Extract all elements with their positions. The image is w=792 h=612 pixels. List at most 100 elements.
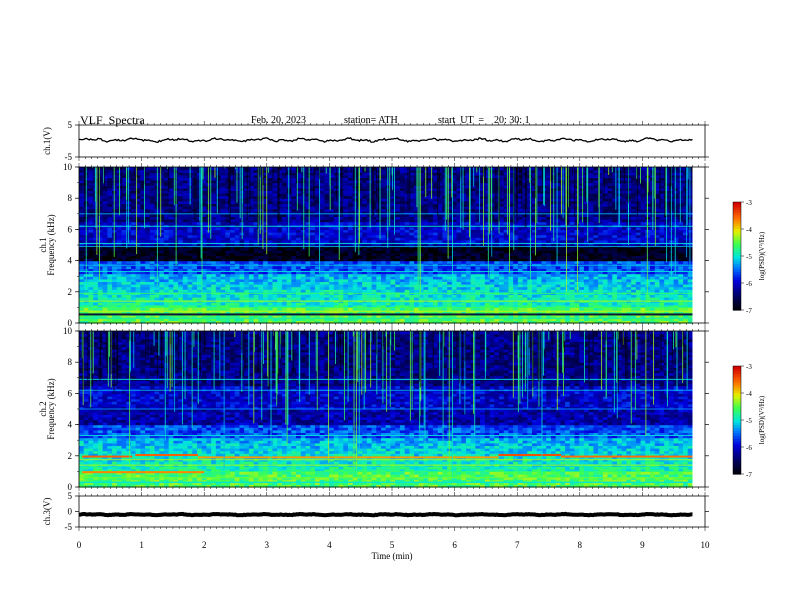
ch2-spectrogram-dark-streak: [339, 331, 341, 372]
ch2-spectrogram-band-line: [79, 470, 693, 472]
ch2_spectrogram-colorbar-cell: [733, 465, 741, 470]
ch1_waveform-ytick-label: -5: [65, 152, 73, 162]
ch1-spectrogram-sferic: [654, 167, 656, 199]
ch2_spectrogram-colorbar-cell: [733, 447, 741, 451]
ch2-spectrogram-sferic: [358, 331, 360, 450]
ch2-spectrogram-dark-streak: [406, 331, 409, 333]
ch1-spectrogram-dark-streak: [136, 167, 138, 178]
ch1-spectrogram-dark-streak: [463, 167, 465, 185]
ch3_waveform-ytick-label: 5: [68, 491, 73, 501]
ch2-spectrogram-sferic: [335, 331, 336, 365]
ch2-spectrogram-sferic: [267, 331, 269, 377]
ch2_spectrogram-colorbar-cell: [733, 382, 741, 386]
ch1-spectrogram-dark-streak: [426, 167, 428, 184]
ch1-spectrogram-sferic: [618, 167, 620, 228]
ch1_spectrogram-colorbar-cell: [733, 280, 741, 284]
ch1-spectrogram-dark-streak: [669, 167, 671, 228]
ch1_spectrogram-colorbar-cell: [733, 212, 741, 217]
ch2-spectrogram-dark-streak: [647, 331, 650, 340]
ch2_spectrogram-colorbar-cell: [733, 395, 741, 399]
start-time-label: start UT = 20: 30: 1: [438, 115, 530, 126]
ch1-spectrogram-sferic: [94, 167, 96, 202]
ch2-spectrogram-sferic: [543, 331, 544, 376]
ch1-spectrogram-dark-streak: [484, 167, 486, 173]
x-tick-label: 8: [578, 540, 583, 550]
ch2_spectrogram-colorbar-tick-label: -5: [746, 417, 752, 425]
ch2-spectrogram-sferic: [584, 331, 585, 383]
ch2_spectrogram-colorbar-tick-label: -3: [746, 363, 752, 371]
ch2-spectrogram-sferic: [389, 331, 391, 408]
ch1-spectrogram-sferic: [189, 167, 191, 205]
ch2-spectrogram-sferic: [286, 331, 288, 446]
ch2_spectrogram-colorbar-tick-label: -4: [746, 390, 752, 398]
ch2-spectrogram-sferic: [517, 331, 519, 413]
ch2-spectrogram-dark-streak: [106, 331, 109, 375]
ch2_spectrogram-colorbar-cell: [733, 460, 741, 464]
ch2-spectrogram-dark-streak: [145, 331, 147, 365]
ch1-spectrogram-sferic: [586, 167, 588, 203]
ch1-spectrogram-sferic: [535, 167, 536, 256]
ch2-spectrogram-dark-streak: [105, 331, 107, 364]
ch1-spectrogram-dark-streak: [497, 167, 499, 171]
ch1-spectrogram-sferic: [236, 167, 238, 203]
ch2-spectrogram-dark-streak: [242, 331, 245, 361]
ch2-spectrogram-sferic: [253, 331, 255, 352]
ch1-spectrogram-dark-streak: [246, 167, 248, 221]
ch1_spectrogram-colorbar-cell: [733, 210, 741, 214]
ch1-spectrogram-sferic: [160, 167, 162, 237]
ch2-spectrogram-dark-streak: [660, 331, 662, 371]
ch1_spectrogram-colorbar-cell: [733, 296, 741, 300]
ch1_spectrogram-colorbar-cell: [733, 269, 741, 273]
ch1-spectrogram-sferic: [96, 167, 98, 255]
ch2-spectrogram-sferic: [171, 331, 173, 388]
ch2-spectrogram-band-segment: [82, 455, 133, 458]
ch2-spectrogram-sferic: [276, 331, 278, 406]
ch1-spectrogram-sferic: [469, 167, 470, 238]
x-tick-label: 4: [327, 540, 332, 550]
ch1-spectrogram-dark-streak: [195, 167, 197, 222]
ch2-spectrogram-dark-streak: [156, 331, 159, 379]
ch1_spectrogram-ytick-label: 2: [68, 287, 73, 297]
ch1-spectrogram-sferic: [136, 167, 138, 255]
ch1-spectrogram-sferic: [173, 167, 175, 205]
ch2_spectrogram-ytick-label: 10: [63, 326, 73, 336]
ch1-spectrogram-dark-streak: [518, 167, 521, 194]
ch2-spectrogram-sferic: [308, 331, 310, 395]
ch2_spectrogram-colorbar-cell: [733, 387, 741, 391]
ch2_spectrogram-ytick-label: 2: [68, 451, 73, 461]
ch2_spectrogram-colorbar-cell: [733, 371, 741, 375]
ch2-spectrogram-dark-streak: [419, 331, 422, 388]
ch2-spectrogram-sferic: [181, 331, 183, 425]
ch1_spectrogram-colorbar-cell: [733, 274, 741, 279]
ch1_waveform-frame: [78, 124, 706, 158]
ch2-spectrogram-sferic: [385, 331, 387, 337]
ch1-spectrogram-sferic: [536, 167, 538, 224]
ch1_spectrogram-colorbar-cell: [733, 218, 741, 222]
ch1-spectrogram-sferic: [686, 167, 688, 225]
ch1-spectrogram-dark-streak: [335, 167, 338, 202]
ch2-spectrogram-sferic: [166, 331, 168, 389]
ch2_spectrogram-colorbar-cell: [733, 430, 741, 435]
ch1-spectrogram-sferic: [259, 167, 261, 234]
ch2-spectrogram-dark-streak: [161, 331, 163, 362]
ch1-spectrogram-sferic: [199, 167, 201, 222]
ch2-spectrogram-dark-streak: [592, 331, 594, 354]
ch2_spectrogram-colorbar-cell: [733, 422, 741, 426]
ch1-spectrogram-band-line: [79, 300, 693, 302]
ch1-spectrogram-image: [79, 167, 705, 324]
ch1_spectrogram-colorbar-tick-label: -7: [746, 307, 752, 315]
ch2-spectrogram-sferic: [448, 331, 450, 477]
ch1-spectrogram-band-line: [79, 246, 693, 248]
ch1_spectrogram-colorbar-cell: [733, 229, 741, 233]
ch1-spectrogram-sferic: [126, 167, 127, 200]
ch2-spectrogram-sferic: [563, 331, 564, 396]
ch2-spectrogram-sferic: [522, 331, 523, 398]
ch2-spectrogram-band-line: [79, 464, 693, 466]
ch1-spectrogram-dark-streak: [229, 167, 231, 225]
ch1-spectrogram-sferic: [679, 167, 681, 223]
ch1-spectrogram-sferic: [487, 167, 489, 278]
ch1-spectrogram-sferic: [425, 167, 427, 197]
ch1-spectrogram-sferic: [303, 167, 305, 249]
ch1-spectrogram-dark-streak: [121, 167, 123, 199]
ch2-spectrogram-sferic: [543, 331, 545, 350]
